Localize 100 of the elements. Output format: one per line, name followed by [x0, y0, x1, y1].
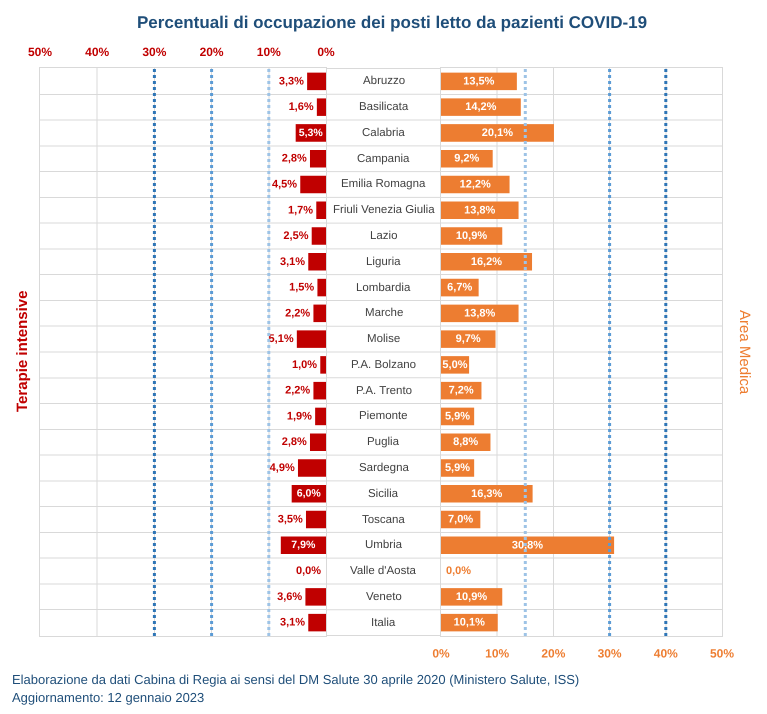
y-tick-label: Abruzzo [363, 75, 406, 87]
x-tick-label: 0% [432, 646, 450, 660]
data-label: 4,9% [270, 462, 295, 474]
bar [317, 278, 326, 296]
x-tick-label: 0% [317, 45, 335, 60]
data-label: 7,2% [448, 384, 474, 397]
data-label: 16,2% [470, 256, 502, 268]
data-label: 3,3% [278, 75, 304, 88]
data-label: 12,2% [460, 178, 491, 190]
data-label: 1,7% [288, 204, 314, 216]
y-tick-label: Emilia Romagna [341, 178, 426, 190]
data-label: 5,0% [442, 358, 468, 371]
data-label: 1,0% [292, 358, 318, 371]
data-label: 2,8% [282, 152, 307, 165]
y-tick-label: Sardegna [359, 462, 410, 474]
data-label: 7,9% [291, 539, 316, 552]
bar [305, 588, 326, 606]
data-label: 3,5% [278, 514, 303, 526]
y-tick-label: Veneto [366, 591, 402, 603]
data-label: 3,1% [280, 616, 306, 629]
data-label: 20,1% [482, 126, 514, 139]
bar [312, 227, 326, 245]
data-label: 10,9% [456, 590, 488, 603]
data-label: 1,5% [289, 282, 314, 294]
x-tick-label: 10% [256, 45, 282, 60]
data-label: 0,0% [446, 565, 472, 577]
text: Terapie intensive [14, 290, 31, 412]
data-label: 3,1% [280, 256, 306, 268]
data-label: 8,8% [453, 436, 478, 448]
data-label: 14,2% [465, 101, 497, 114]
data-label: 7,0% [448, 514, 474, 526]
x-tick-label: 10% [485, 646, 510, 660]
y-tick-label: Marche [365, 307, 404, 319]
y-tick-label: Toscana [362, 514, 406, 526]
data-label: 10,9% [456, 230, 488, 242]
data-label: 1,9% [286, 410, 312, 422]
data-label: 3,6% [277, 590, 302, 603]
bar [298, 459, 326, 477]
text: Area Medica [736, 310, 753, 395]
y-tick-label: Molise [367, 333, 400, 345]
x-tick-label: 40% [654, 646, 678, 660]
bar [316, 201, 326, 220]
y-tick-label: Puglia [367, 436, 400, 448]
data-label: 2,2% [285, 384, 310, 397]
data-label: 5,9% [444, 462, 470, 474]
bar [308, 614, 326, 632]
bar [315, 408, 326, 426]
bar [320, 356, 326, 374]
y-tick-label: Sicilia [368, 488, 399, 500]
y-tick-label: Campania [357, 153, 410, 165]
bar [441, 98, 521, 116]
x-tick-label: 20% [541, 646, 566, 660]
y-tick-label: P.A. Trento [356, 385, 412, 397]
x-tick-label: 30% [598, 646, 622, 660]
bar [441, 536, 614, 554]
x-tick-label: 50% [710, 646, 734, 660]
data-label: 4,5% [272, 178, 298, 190]
y-tick-label: Valle d'Aosta [350, 565, 417, 577]
bar [310, 150, 326, 168]
bar [441, 124, 554, 142]
x-tick-label: 40% [85, 45, 110, 60]
y-tick-label: P.A. Bolzano [351, 359, 416, 371]
data-label: 5,9% [444, 410, 470, 422]
data-label: 9,7% [456, 333, 481, 346]
text: Percentuali di occupazione dei posti letto da pazienti COVID-19 [136, 12, 648, 32]
bar [308, 253, 326, 271]
data-label: 30,8% [512, 539, 544, 552]
data-label: 13,8% [464, 204, 496, 216]
text: Elaborazione da dati Cabina di Regia ai sensi del DM Salute 30 aprile 2020 (Ministero Salute, ISS) [12, 672, 580, 687]
y-tick-label: Umbria [365, 539, 403, 551]
x-tick-label: 30% [142, 45, 167, 60]
data-label: 9,2% [454, 152, 480, 165]
data-label: 16,3% [471, 488, 503, 500]
bar [313, 382, 326, 400]
bar [316, 98, 326, 116]
data-label: 5,1% [268, 333, 294, 346]
x-tick-label: 50% [28, 45, 52, 60]
x-tick-label: 20% [200, 45, 224, 60]
bar [296, 330, 326, 348]
data-label: 13,8% [464, 307, 496, 320]
bar [300, 176, 326, 194]
y-tick-label: Lazio [370, 230, 398, 242]
bar [310, 433, 326, 451]
data-label: 2,2% [285, 307, 310, 320]
data-label: 10,1% [454, 616, 486, 629]
y-tick-label: Friuli Venezia Giulia [333, 204, 436, 216]
data-label: 2,5% [283, 230, 309, 242]
data-label: 5,3% [298, 126, 324, 139]
data-label: 1,6% [288, 101, 314, 114]
data-label: 2,8% [282, 436, 307, 448]
y-tick-label: Italia [371, 617, 396, 629]
data-label: 0,0% [296, 565, 322, 577]
data-label: 6,7% [447, 282, 472, 294]
y-tick-label: Basilicata [359, 101, 409, 113]
y-tick-label: Lombardia [356, 282, 411, 294]
data-label: 13,5% [463, 75, 495, 88]
text: Aggiornamento: 12 gennaio 2023 [12, 690, 204, 705]
bar [306, 510, 326, 528]
y-tick-label: Calabria [362, 127, 406, 139]
data-label: 6,0% [296, 488, 322, 500]
